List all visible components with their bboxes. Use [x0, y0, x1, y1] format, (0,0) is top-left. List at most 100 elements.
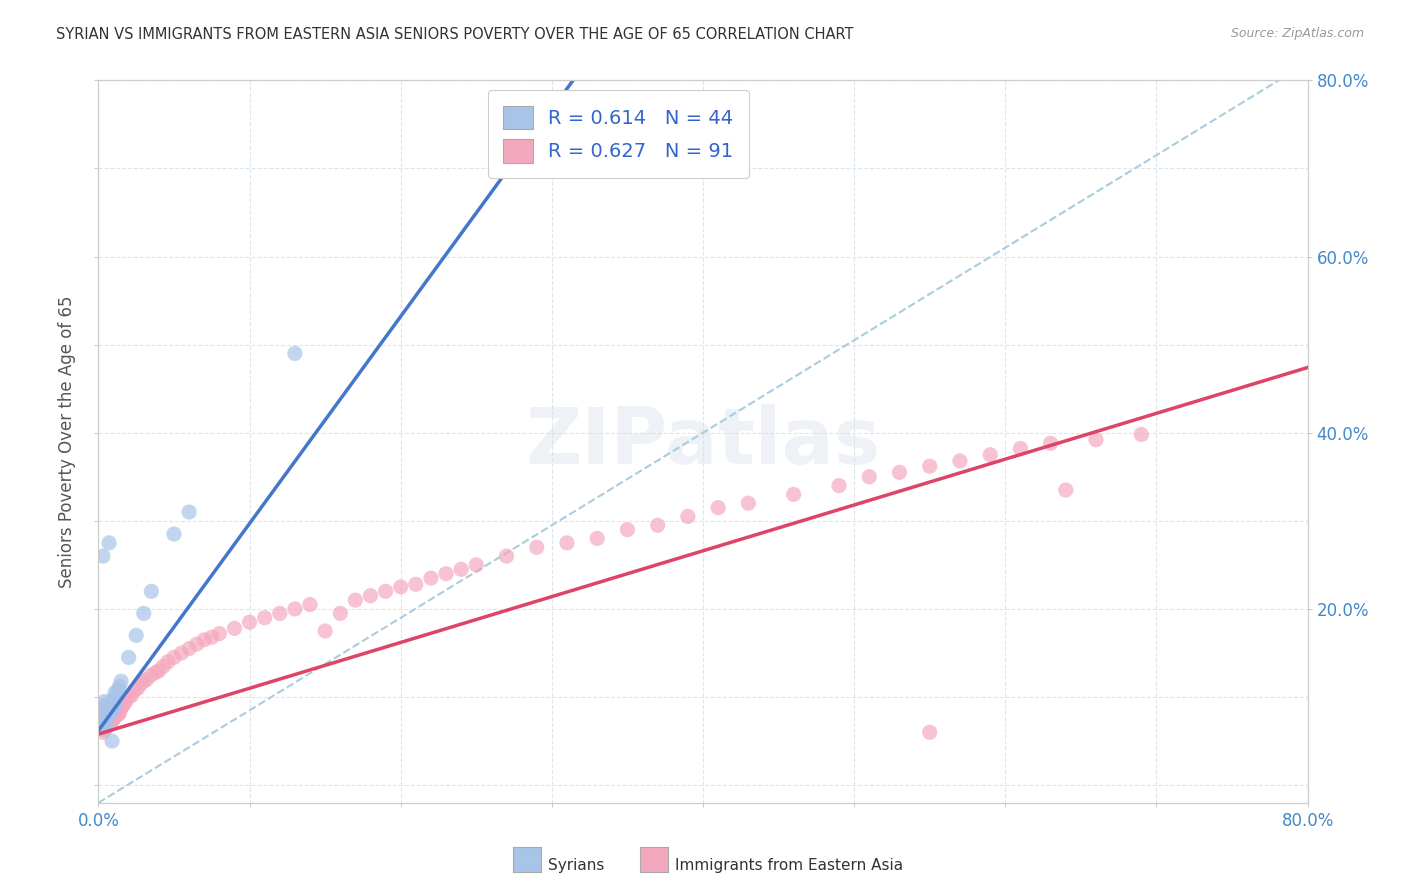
Point	[91, 725, 114, 739]
Point	[98, 706, 121, 720]
Point	[495, 549, 517, 563]
Point	[93, 723, 115, 737]
Point	[284, 602, 307, 616]
Legend: R = 0.614   N = 44, R = 0.627   N = 91: R = 0.614 N = 44, R = 0.627 N = 91	[488, 90, 749, 178]
Point	[135, 673, 157, 687]
Point	[949, 454, 972, 468]
Text: ZIPatlas: ZIPatlas	[526, 403, 880, 480]
Text: Syrians: Syrians	[548, 858, 605, 872]
Point	[586, 532, 609, 546]
Point	[96, 718, 118, 732]
Point	[96, 709, 118, 723]
Point	[224, 621, 246, 635]
Point	[239, 615, 262, 630]
Point	[100, 709, 122, 723]
Point	[129, 677, 152, 691]
Point	[858, 470, 880, 484]
Point	[110, 700, 132, 714]
Point	[1039, 436, 1062, 450]
Point	[103, 712, 125, 726]
Point	[141, 668, 163, 682]
Point	[108, 680, 131, 694]
Point	[94, 698, 117, 713]
Point	[186, 637, 208, 651]
Point	[90, 709, 112, 723]
Point	[193, 632, 215, 647]
Point	[420, 571, 443, 585]
Point	[114, 694, 136, 708]
Point	[450, 562, 472, 576]
Point	[90, 698, 112, 713]
Point	[314, 624, 336, 638]
Point	[91, 703, 114, 717]
Point	[105, 690, 128, 704]
Point	[145, 665, 167, 680]
Point	[121, 688, 143, 702]
Point	[179, 505, 201, 519]
Point	[89, 707, 111, 722]
Point	[124, 683, 146, 698]
Point	[1010, 442, 1032, 456]
Point	[93, 707, 115, 722]
Point	[108, 706, 131, 720]
Point	[132, 674, 155, 689]
Point	[101, 703, 124, 717]
Point	[828, 478, 851, 492]
Point	[94, 706, 117, 720]
Point	[918, 725, 941, 739]
Point	[170, 646, 193, 660]
Point	[103, 700, 125, 714]
Point	[103, 691, 125, 706]
Point	[676, 509, 699, 524]
Point	[979, 448, 1001, 462]
Point	[208, 626, 231, 640]
Point	[299, 598, 322, 612]
Point	[616, 523, 638, 537]
Point	[110, 674, 132, 689]
Point	[107, 700, 129, 714]
Point	[889, 466, 911, 480]
Point	[104, 697, 127, 711]
Point	[127, 681, 149, 696]
Point	[90, 716, 112, 731]
Point	[141, 584, 163, 599]
Point	[284, 346, 307, 360]
Point	[93, 694, 115, 708]
Point	[107, 707, 129, 722]
Point	[100, 703, 122, 717]
Point	[93, 712, 115, 726]
Point	[344, 593, 367, 607]
Point	[98, 712, 121, 726]
Point	[1054, 483, 1077, 497]
Point	[101, 694, 124, 708]
Point	[89, 721, 111, 735]
Point	[90, 714, 112, 729]
Y-axis label: Seniors Poverty Over the Age of 65: Seniors Poverty Over the Age of 65	[58, 295, 76, 588]
Text: Immigrants from Eastern Asia: Immigrants from Eastern Asia	[675, 858, 903, 872]
Point	[94, 714, 117, 729]
Point	[91, 714, 114, 729]
Point	[783, 487, 806, 501]
Point	[89, 716, 111, 731]
Point	[103, 706, 125, 720]
Text: SYRIAN VS IMMIGRANTS FROM EASTERN ASIA SENIORS POVERTY OVER THE AGE OF 65 CORREL: SYRIAN VS IMMIGRANTS FROM EASTERN ASIA S…	[56, 27, 853, 42]
Point	[201, 630, 224, 644]
Point	[96, 712, 118, 726]
Point	[91, 721, 114, 735]
Point	[98, 718, 121, 732]
Point	[105, 706, 128, 720]
Point	[555, 536, 578, 550]
Point	[91, 718, 114, 732]
Point	[526, 541, 548, 555]
Point	[434, 566, 457, 581]
Point	[101, 714, 124, 729]
Point	[118, 650, 141, 665]
Point	[100, 697, 122, 711]
Point	[91, 712, 114, 726]
Point	[101, 707, 124, 722]
Point	[329, 607, 352, 621]
Point	[253, 611, 276, 625]
Point	[90, 706, 112, 720]
Point	[98, 700, 121, 714]
Point	[94, 721, 117, 735]
